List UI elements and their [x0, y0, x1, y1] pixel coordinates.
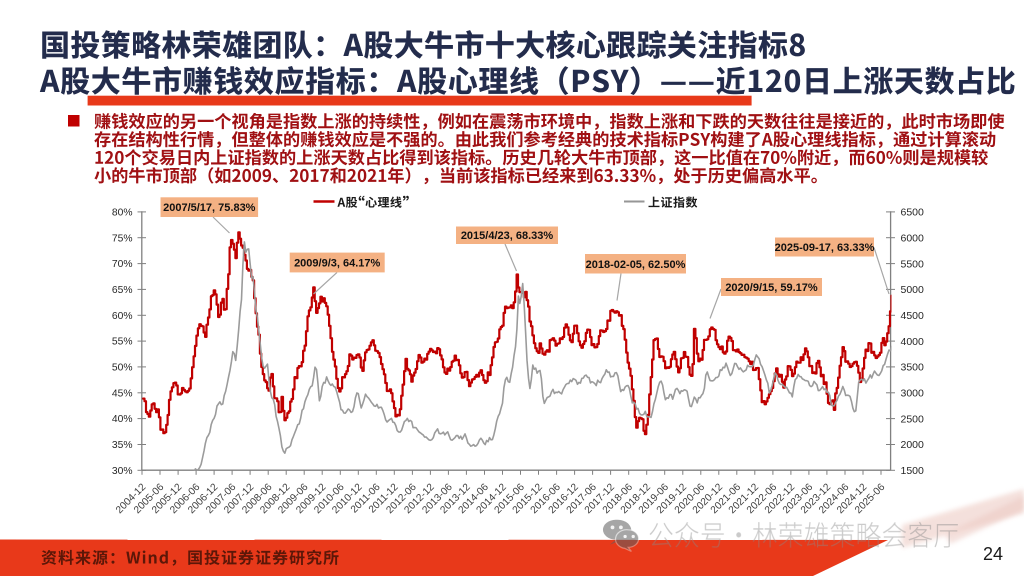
svg-text:2020/9/15, 59.17%: 2020/9/15, 59.17% — [725, 282, 818, 294]
svg-text:40%: 40% — [112, 414, 133, 425]
svg-text:2500: 2500 — [901, 413, 925, 425]
svg-text:50%: 50% — [112, 363, 133, 374]
svg-text:35%: 35% — [112, 440, 133, 451]
svg-text:2007/5/17, 75.83%: 2007/5/17, 75.83% — [163, 202, 256, 214]
svg-text:2009/9/3, 64.17%: 2009/9/3, 64.17% — [294, 258, 380, 270]
svg-text:2018-02-05, 62.50%: 2018-02-05, 62.50% — [586, 259, 686, 271]
svg-text:4500: 4500 — [901, 310, 925, 322]
svg-text:80%: 80% — [112, 208, 133, 219]
svg-text:2025-09-17, 63.33%: 2025-09-17, 63.33% — [775, 242, 875, 254]
svg-text:60%: 60% — [112, 311, 133, 322]
svg-text:55%: 55% — [112, 337, 133, 348]
svg-text:24: 24 — [983, 544, 1003, 564]
svg-text:6000: 6000 — [901, 232, 925, 244]
svg-text:70%: 70% — [112, 259, 133, 270]
svg-text:2000: 2000 — [901, 439, 925, 451]
svg-text:3000: 3000 — [901, 388, 925, 400]
svg-text:30%: 30% — [112, 466, 133, 477]
svg-text:75%: 75% — [112, 233, 133, 244]
svg-text:5000: 5000 — [901, 284, 925, 296]
svg-text:4000: 4000 — [901, 336, 925, 348]
svg-text:65%: 65% — [112, 285, 133, 296]
svg-text:1500: 1500 — [901, 465, 925, 477]
svg-text:5500: 5500 — [901, 258, 925, 270]
svg-text:3500: 3500 — [901, 362, 925, 374]
svg-text:2015/4/23, 68.33%: 2015/4/23, 68.33% — [461, 230, 554, 242]
svg-text:45%: 45% — [112, 388, 133, 399]
svg-text:6500: 6500 — [901, 207, 925, 219]
